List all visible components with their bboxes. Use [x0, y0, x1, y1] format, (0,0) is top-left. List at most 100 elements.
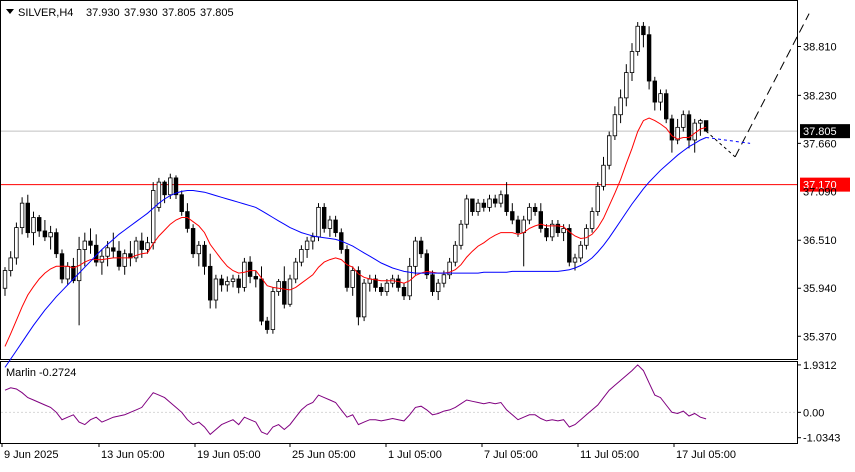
candle-body-bull: [527, 206, 532, 221]
candle-body-bear: [532, 206, 538, 212]
candle-body-bear: [641, 25, 646, 36]
last-price-badge: [800, 124, 850, 139]
candle: [641, 22, 646, 48]
candle: [629, 43, 635, 82]
candle-body-bull: [287, 278, 293, 305]
candle: [179, 190, 184, 216]
candle-body-bull: [14, 227, 19, 259]
candle-body-bear: [37, 217, 42, 232]
candle-body-bear: [190, 228, 196, 255]
candle: [293, 257, 298, 284]
candle-body-bull: [447, 261, 452, 276]
candle-body-bear: [396, 278, 401, 288]
candle: [150, 182, 156, 250]
candle: [173, 175, 179, 199]
candle: [219, 274, 224, 292]
candle: [424, 249, 429, 279]
candle: [664, 89, 669, 124]
candle-body-bull: [550, 223, 555, 238]
candle-body-bear: [247, 261, 253, 277]
candle-body-bear: [139, 240, 144, 250]
candle-body-bear: [515, 219, 521, 234]
candle-body-bull: [658, 93, 663, 103]
candle: [202, 241, 207, 275]
candle-body-bear: [378, 286, 384, 293]
candle-body-bear: [646, 34, 652, 82]
candle: [492, 194, 498, 208]
candle: [287, 274, 293, 307]
candle: [145, 236, 150, 254]
candle: [538, 203, 543, 233]
candle-body-bull: [607, 135, 612, 166]
main-panel-frame: [0, 0, 798, 360]
candle: [253, 270, 258, 288]
candle-body-bull: [304, 240, 310, 250]
candle: [692, 118, 697, 153]
candle-body-bull: [572, 257, 578, 263]
candle-body-bull: [561, 228, 566, 234]
time-tick-label: 17 Jul 05:00: [676, 449, 736, 461]
level-price-label: 37.170: [803, 180, 837, 192]
candle-body-bear: [510, 211, 515, 221]
level-price-badge: [800, 177, 850, 192]
candle-body-bull: [19, 202, 25, 228]
candle: [589, 207, 595, 233]
candle-body-bear: [162, 181, 167, 196]
candle: [698, 118, 703, 136]
dropdown-triangle-icon[interactable]: [6, 9, 14, 14]
candle-body-bull: [635, 25, 640, 52]
candle-body-bull: [299, 249, 304, 263]
candle: [435, 278, 441, 301]
candle: [361, 278, 367, 322]
moving-averages: [4, 117, 707, 368]
time-tick-label: 1 Jul 05:00: [388, 449, 442, 461]
candle-body-bull: [629, 51, 635, 73]
candle: [19, 197, 25, 235]
price-tick-label: 38.810: [803, 41, 837, 53]
candle-body-bear: [669, 118, 675, 141]
candle: [327, 215, 333, 237]
symbol-header[interactable]: SILVER,H4 37.930 37.930 37.805 37.805: [6, 7, 234, 19]
candle-body-bull: [601, 164, 606, 187]
candle-body-bull: [316, 206, 321, 238]
candle: [384, 278, 390, 296]
candle-body-bear: [282, 281, 287, 305]
candle: [76, 236, 82, 326]
slow-moving-average-line: [4, 137, 707, 368]
candle-body-bull: [413, 240, 418, 267]
candle: [413, 236, 418, 275]
candle: [99, 249, 105, 275]
candle-body-bull: [441, 274, 447, 284]
candle-body-bear: [54, 232, 59, 255]
candle-body-bear: [219, 278, 224, 286]
candle-body-bull: [384, 282, 390, 293]
oscillator: [4, 364, 707, 436]
candle: [111, 232, 116, 258]
candle-body-bull: [487, 198, 492, 208]
candle: [624, 64, 629, 107]
candle-body-bull: [133, 240, 139, 259]
candle: [635, 22, 640, 56]
candle-body-bull: [156, 181, 162, 208]
candle: [675, 118, 680, 145]
axes: 38.810 38.230 37.660 36.510 35.940 35.370 37.0…: [1, 41, 850, 461]
time-tick-label: 25 Jun 05:00: [292, 449, 356, 461]
time-tick-label: 7 Jul 05:00: [484, 449, 538, 461]
candle: [316, 203, 321, 242]
price-tick-label: 36.510: [803, 235, 837, 247]
candle-body-bear: [88, 240, 93, 246]
candle-body-bear: [264, 320, 270, 330]
candle-body-bear: [401, 286, 407, 297]
candle-body-bull: [464, 198, 469, 225]
candle: [498, 190, 504, 208]
candle: [230, 274, 236, 288]
candle: [133, 236, 139, 263]
candle: [270, 287, 276, 334]
candle-body-bull: [458, 223, 464, 246]
candle-body-bull: [31, 217, 36, 234]
candle: [299, 245, 304, 267]
candle: [555, 220, 561, 237]
horizontal-level[interactable]: 37.170: [1, 177, 850, 192]
